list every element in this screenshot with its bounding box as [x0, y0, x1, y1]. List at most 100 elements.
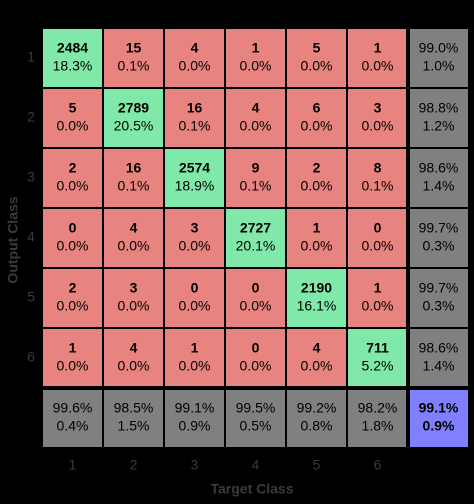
cell-bottom: 0.0%: [118, 298, 150, 314]
cell-bottom: 0.0%: [57, 298, 89, 314]
cell: [41, 27, 104, 89]
cell-bottom: 0.3%: [423, 238, 455, 254]
cell: [285, 147, 348, 209]
cell-top: 16: [187, 100, 203, 116]
cell: [285, 87, 348, 149]
cell-bottom: 0.0%: [240, 298, 272, 314]
cell: [407, 387, 470, 449]
cell-top: 5: [313, 40, 321, 56]
cell-top: 98.8%: [419, 100, 459, 116]
cell-top: 3: [191, 220, 199, 236]
cell-top: 5: [69, 100, 77, 116]
cell: [346, 387, 409, 449]
x-axis-label: Target Class: [211, 481, 294, 497]
cell-bottom: 0.0%: [179, 58, 211, 74]
cell-top: 4: [130, 220, 138, 236]
cell-bottom: 16.1%: [297, 298, 337, 314]
cell-top: 4: [313, 340, 321, 356]
x-tick-label: 3: [191, 457, 199, 473]
cell-bottom: 0.3%: [423, 298, 455, 314]
cell: [41, 267, 104, 329]
cell-top: 8: [374, 160, 382, 176]
cell-top: 98.5%: [114, 400, 154, 416]
y-tick-label: 6: [27, 349, 35, 365]
cell-bottom: 0.0%: [301, 358, 333, 374]
cell-top: 98.6%: [419, 160, 459, 176]
cell: [407, 327, 470, 389]
cell-bottom: 0.9%: [423, 418, 455, 434]
cell-top: 99.6%: [53, 400, 93, 416]
cell-top: 2: [69, 280, 77, 296]
cell-top: 99.1%: [419, 400, 459, 416]
cell-bottom: 0.0%: [179, 238, 211, 254]
cell-bottom: 0.0%: [179, 358, 211, 374]
cell-bottom: 0.0%: [57, 358, 89, 374]
cell-top: 99.7%: [419, 280, 459, 296]
cell-top: 1: [252, 40, 260, 56]
cell-top: 1: [374, 40, 382, 56]
cell-top: 2: [69, 160, 77, 176]
cell: [163, 387, 226, 449]
cell-bottom: 1.8%: [362, 418, 394, 434]
cell-bottom: 0.0%: [362, 238, 394, 254]
cell: [102, 147, 165, 209]
cell-bottom: 0.0%: [362, 298, 394, 314]
cell-bottom: 0.0%: [362, 58, 394, 74]
cell-bottom: 0.8%: [301, 418, 333, 434]
cell-bottom: 0.0%: [118, 238, 150, 254]
cell-bottom: 0.0%: [240, 58, 272, 74]
cell-bottom: 0.0%: [301, 178, 333, 194]
cell-bottom: 0.0%: [57, 118, 89, 134]
cell-top: 16: [126, 160, 142, 176]
cell: [102, 327, 165, 389]
cell-top: 99.1%: [175, 400, 215, 416]
cell-bottom: 0.0%: [362, 118, 394, 134]
cell: [346, 207, 409, 269]
cell-bottom: 20.1%: [236, 238, 276, 254]
cell-top: 3: [130, 280, 138, 296]
cell-top: 2727: [240, 220, 271, 236]
cell-bottom: 0.0%: [301, 58, 333, 74]
cell-top: 0: [252, 280, 260, 296]
x-tick-label: 1: [69, 457, 77, 473]
cell-top: 1: [69, 340, 77, 356]
cell: [41, 87, 104, 149]
cell-bottom: 1.0%: [423, 58, 455, 74]
cell-top: 6: [313, 100, 321, 116]
cell-top: 0: [252, 340, 260, 356]
cell-top: 99.2%: [297, 400, 337, 416]
cell-top: 2190: [301, 280, 332, 296]
cell-top: 2574: [179, 160, 210, 176]
cell-bottom: 0.1%: [362, 178, 394, 194]
y-tick-label: 1: [27, 49, 35, 65]
cell: [163, 267, 226, 329]
cell-bottom: 0.1%: [179, 118, 211, 134]
cell-bottom: 0.0%: [57, 238, 89, 254]
y-tick-label: 2: [27, 109, 35, 125]
cell-bottom: 18.9%: [175, 178, 215, 194]
cell-top: 99.5%: [236, 400, 276, 416]
cell-top: 0: [191, 280, 199, 296]
cell-top: 711: [366, 340, 389, 356]
cell-bottom: 0.0%: [301, 238, 333, 254]
cell-bottom: 1.2%: [423, 118, 455, 134]
cell-top: 0: [69, 220, 77, 236]
cell-top: 1: [191, 340, 199, 356]
cell-top: 4: [130, 340, 138, 356]
cell-top: 15: [126, 40, 142, 56]
cell-bottom: 0.0%: [118, 358, 150, 374]
cell: [346, 27, 409, 89]
cell-bottom: 1.4%: [423, 358, 455, 374]
cell-bottom: 0.1%: [240, 178, 272, 194]
cell-top: 0: [374, 220, 382, 236]
cell-top: 98.6%: [419, 340, 459, 356]
cell-bottom: 0.0%: [301, 118, 333, 134]
cell-top: 4: [252, 100, 260, 116]
cell-top: 2: [313, 160, 321, 176]
cell-bottom: 0.0%: [179, 298, 211, 314]
cell-bottom: 0.1%: [118, 58, 150, 74]
cell-bottom: 0.5%: [240, 418, 272, 434]
y-axis-label: Output Class: [5, 196, 21, 283]
cell-bottom: 0.0%: [240, 358, 272, 374]
